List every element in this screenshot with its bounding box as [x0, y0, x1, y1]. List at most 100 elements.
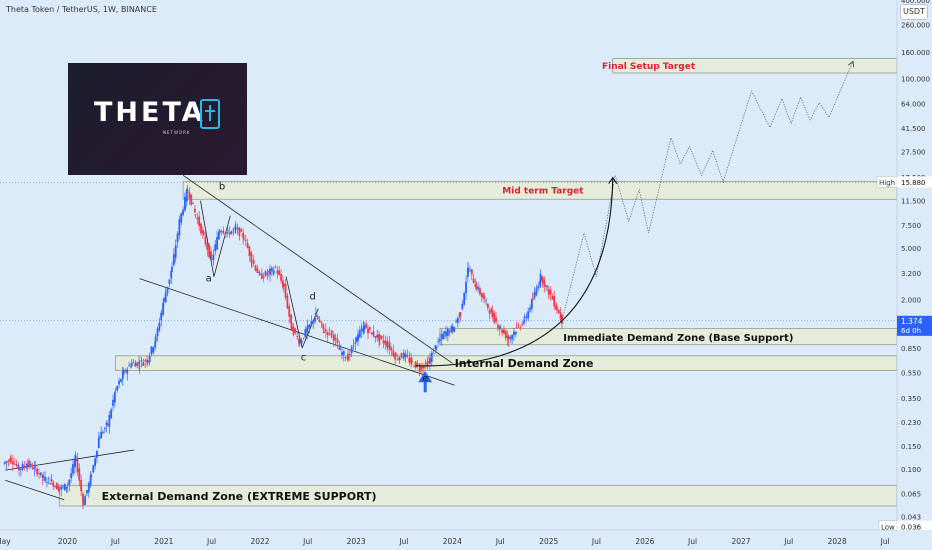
y-tick-label: 100.000	[901, 75, 930, 83]
wave-label-d: d	[310, 292, 316, 303]
candle-body	[243, 239, 245, 241]
candle-body	[166, 286, 169, 294]
candle-body	[87, 482, 90, 493]
y-tick-label: 7.500	[901, 222, 921, 230]
x-tick-label: 2020	[58, 537, 77, 546]
candle-body	[455, 321, 457, 322]
candle-body	[250, 261, 253, 263]
current-price-box	[897, 315, 932, 336]
currency-button[interactable]: USDT	[900, 4, 928, 20]
candle-body	[429, 358, 431, 364]
candle-body	[190, 194, 193, 205]
candle-body	[527, 311, 530, 318]
candle-body	[541, 276, 544, 284]
candle-body	[372, 331, 375, 337]
candle-body	[523, 321, 525, 324]
candle-body	[504, 331, 507, 339]
candle-body	[50, 479, 53, 482]
low-value-label: 0.036	[901, 523, 922, 531]
candle-body	[84, 496, 86, 505]
candle-body	[511, 335, 514, 340]
candle-body	[316, 316, 319, 319]
candle-body	[226, 229, 229, 231]
candle-body	[39, 472, 42, 475]
candle-body	[499, 326, 502, 329]
candle-body	[472, 278, 475, 284]
candle-body	[324, 329, 327, 332]
y-tick-label: 27.500	[901, 148, 926, 156]
high-value-box	[897, 176, 932, 188]
candle-body	[210, 259, 213, 260]
x-tick-label: Jul	[398, 537, 408, 546]
candle-body	[174, 245, 177, 258]
y-tick-label: 0.230	[901, 419, 921, 427]
candle-body	[198, 216, 201, 227]
candle-body	[551, 296, 554, 300]
candle-body	[21, 464, 24, 470]
candle-body	[15, 464, 18, 466]
current-price-label: 1.374	[901, 317, 923, 326]
high-tag-label: High	[879, 179, 895, 187]
candle-body	[96, 450, 98, 458]
candle-body	[390, 348, 393, 351]
candle-body	[7, 460, 10, 462]
candle-body	[185, 189, 188, 202]
candle-body	[270, 267, 273, 271]
candle-body	[424, 362, 427, 364]
candle-body	[45, 482, 48, 483]
candle-body	[430, 352, 433, 362]
candle-body	[314, 318, 316, 322]
candle-body	[232, 228, 235, 231]
candle-body	[130, 366, 132, 368]
candle-body	[533, 292, 536, 299]
candle-body	[152, 347, 155, 353]
candle-body	[90, 475, 93, 478]
candle-body	[224, 233, 227, 235]
candle-body	[269, 268, 271, 275]
candle-body	[172, 254, 175, 265]
candle-body	[463, 292, 466, 305]
candle-body	[308, 324, 311, 328]
candle-body	[525, 316, 528, 318]
candle-body	[549, 289, 552, 295]
candle-body	[73, 459, 76, 468]
candle-body	[339, 348, 341, 350]
candle-body	[150, 346, 153, 355]
candle-body	[164, 292, 167, 303]
x-tick-label: Jul	[880, 537, 890, 546]
candle-body	[26, 464, 29, 468]
y-tick-label: 260.000	[901, 21, 930, 29]
x-tick-label: 2028	[828, 537, 847, 546]
candle-body	[72, 464, 74, 474]
candle-body	[113, 392, 116, 403]
candle-body	[218, 230, 221, 233]
candle-body	[70, 473, 73, 479]
candle-body	[240, 229, 243, 232]
candle-body	[250, 252, 253, 263]
candle-body	[314, 313, 317, 317]
zone-label-internal: Internal Demand Zone	[455, 357, 594, 370]
candle-body	[63, 483, 66, 491]
candle-body	[218, 232, 220, 240]
candle-body	[216, 237, 218, 250]
candle-body	[144, 360, 147, 362]
wave-label-a: a	[206, 274, 212, 285]
candle-body	[56, 483, 58, 490]
candle-body	[252, 260, 255, 264]
y-tick-label: 0.100	[901, 466, 921, 474]
candle-body	[535, 288, 538, 296]
candle-body	[477, 287, 480, 290]
candle-body	[412, 366, 415, 367]
candle-body	[196, 217, 199, 220]
projection-path	[561, 61, 854, 321]
candle-body	[3, 462, 6, 464]
candle-body	[194, 208, 196, 213]
y-tick-label: 0.550	[901, 370, 921, 378]
candle-body	[330, 332, 333, 336]
candle-body	[103, 428, 106, 430]
candle-body	[23, 465, 26, 467]
candle-body	[114, 389, 117, 391]
candle-body	[182, 209, 184, 215]
candle-body	[437, 341, 439, 342]
